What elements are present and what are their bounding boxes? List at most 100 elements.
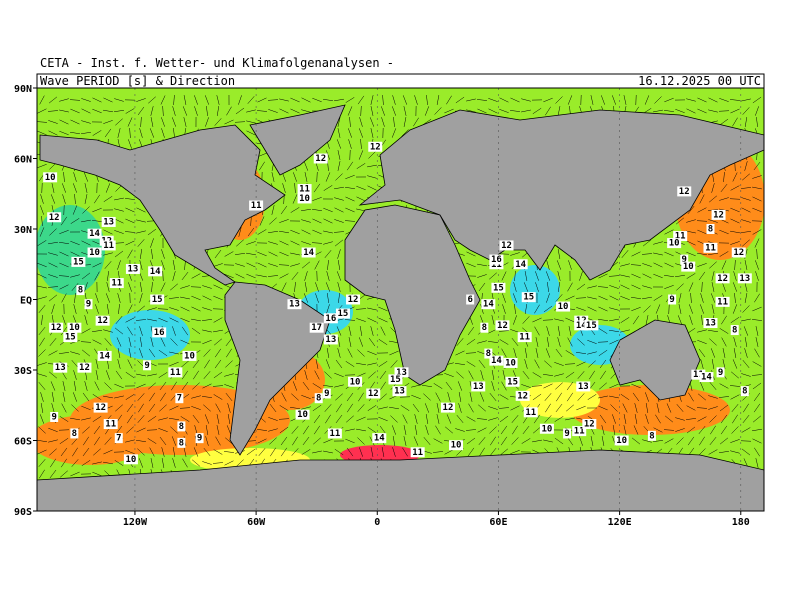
period-label: 15: [523, 293, 534, 303]
period-label: 11: [329, 429, 340, 439]
period-label: 12: [443, 403, 454, 413]
x-tick-label: 60E: [489, 517, 507, 528]
period-label: 9: [86, 300, 91, 310]
period-label: 6: [467, 295, 472, 305]
period-label: 12: [315, 154, 326, 164]
institute: CETA - Inst. f. Wetter- und Klimafolgena…: [40, 56, 394, 70]
period-label: 14: [491, 356, 502, 366]
period-label: 12: [733, 248, 744, 258]
period-label: 11: [705, 243, 716, 253]
period-label: 8: [486, 349, 491, 359]
period-label: 10: [616, 436, 627, 446]
period-label: 12: [49, 213, 60, 223]
period-label: 13: [55, 363, 66, 373]
period-label: 13: [473, 382, 484, 392]
period-label: 9: [197, 434, 202, 444]
period-label: 10: [45, 173, 56, 183]
period-label: 8: [649, 431, 654, 441]
period-label: 9: [144, 361, 149, 371]
x-tick-label: 180: [732, 517, 750, 528]
period-label: 14: [701, 373, 712, 383]
period-label: 15: [390, 375, 401, 385]
period-label: 8: [316, 394, 321, 404]
period-label: 15: [338, 309, 349, 319]
period-label: 10: [125, 455, 136, 465]
period-label: 15: [65, 333, 76, 343]
period-label: 10: [558, 302, 569, 312]
period-label: 10: [505, 358, 516, 368]
period-label: 15: [586, 321, 597, 331]
period-label: 15: [507, 377, 518, 387]
period-label: 13: [289, 300, 300, 310]
x-tick-label: 120E: [608, 517, 632, 528]
period-label: 13: [705, 319, 716, 329]
period-label: 13: [578, 382, 589, 392]
period-label: 16: [154, 328, 165, 338]
period-label: 17: [311, 323, 322, 333]
period-label: 14: [374, 434, 385, 444]
period-label: 10: [297, 410, 308, 420]
period-label: 12: [79, 363, 90, 373]
period-label: 13: [739, 274, 750, 284]
x-tick-label: 120W: [123, 517, 148, 528]
period-label: 13: [128, 264, 139, 274]
period-label: 11: [111, 279, 122, 289]
period-label: 9: [564, 429, 569, 439]
period-label: 16: [325, 314, 336, 324]
period-label: 14: [303, 248, 314, 258]
y-tick-label: 30S: [14, 366, 32, 377]
period-label: 12: [348, 295, 359, 305]
period-label: 11: [251, 201, 262, 211]
period-label: 12: [497, 321, 508, 331]
period-label: 15: [152, 295, 163, 305]
map-title: Wave_PERIOD_[s]_&_Direction: [40, 74, 235, 88]
period-label: 10: [669, 239, 680, 249]
period-label: 12: [51, 323, 62, 333]
period-label: 8: [72, 429, 77, 439]
period-label: 12: [679, 187, 690, 197]
period-label: 12: [717, 274, 728, 284]
period-label: 11: [412, 448, 423, 458]
period-label: 10: [89, 248, 100, 258]
period-label: 11: [525, 408, 536, 418]
period-label: 13: [103, 217, 114, 227]
period-label: 10: [683, 262, 694, 272]
period-label: 13: [325, 335, 336, 345]
y-tick-label: 60S: [14, 437, 32, 448]
period-label: 12: [368, 389, 379, 399]
period-label: 15: [73, 257, 84, 267]
period-label: 10: [350, 377, 361, 387]
period-label: 12: [97, 316, 108, 326]
period-label: 12: [370, 142, 381, 152]
period-label: 16: [491, 255, 502, 265]
period-label: 11: [105, 420, 116, 430]
period-label: 8: [179, 422, 184, 432]
map-area: 1012121211101113141211101513141189151212…: [30, 88, 765, 511]
map-date: 16.12.2025 00 UTC: [638, 74, 761, 88]
period-label: 8: [742, 387, 747, 397]
period-label: 12: [501, 241, 512, 251]
period-label: 10: [451, 441, 462, 451]
period-label: 8: [482, 323, 487, 333]
period-label: 10: [184, 351, 195, 361]
period-label: 12: [584, 420, 595, 430]
y-tick-label: 90N: [14, 84, 32, 95]
period-label: 8: [78, 286, 83, 296]
y-tick-label: 60N: [14, 155, 32, 166]
y-tick-label: 90S: [14, 507, 32, 518]
y-tick-label: 30N: [14, 225, 32, 236]
period-label: 8: [732, 326, 737, 336]
period-label: 8: [708, 225, 713, 235]
period-label: 12: [517, 391, 528, 401]
period-label: 10: [541, 424, 552, 434]
period-label: 11: [170, 368, 181, 378]
period-label: 11: [717, 297, 728, 307]
period-label: 14: [515, 260, 526, 270]
period-label: 10: [299, 194, 310, 204]
period-label: 15: [493, 283, 504, 293]
period-label: 11: [103, 241, 114, 251]
period-label: 7: [116, 434, 121, 444]
period-label: 12: [95, 403, 106, 413]
period-label: 11: [519, 333, 530, 343]
